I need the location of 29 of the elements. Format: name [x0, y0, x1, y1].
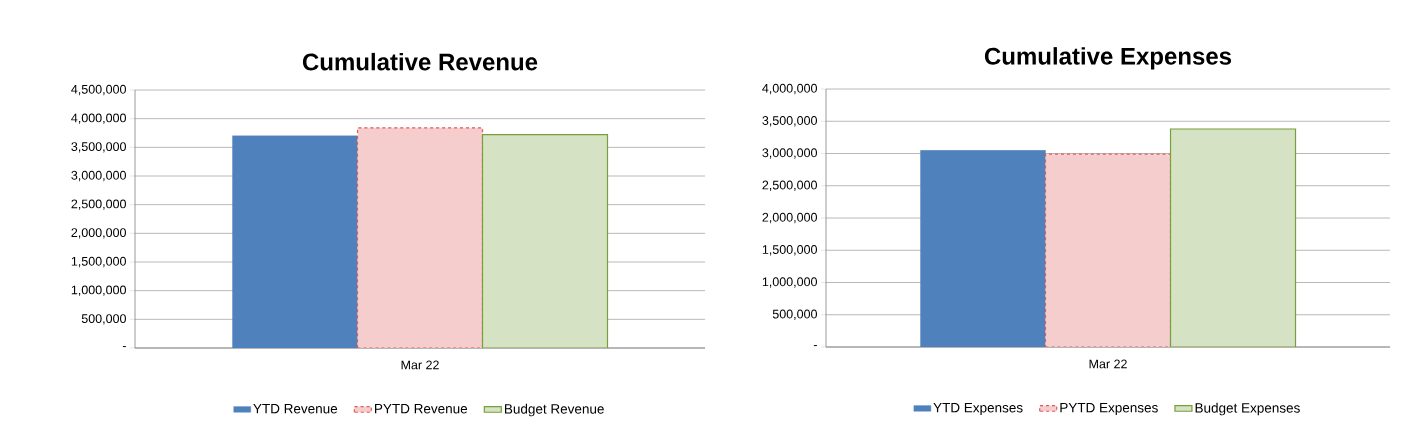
y-tick-label: 1,000,000: [762, 277, 817, 288]
y-tick-label: 3,000,000: [71, 170, 126, 182]
legend-label: Budget Expenses: [1195, 402, 1300, 416]
y-tick-label: 1,500,000: [762, 245, 817, 256]
legend-label: YTD Revenue: [253, 404, 338, 414]
y-tick-label: 3,500,000: [762, 116, 817, 127]
y-tick-label: 2,500,000: [71, 199, 126, 210]
chart-title: Cumulative Revenue: [302, 52, 538, 71]
y-tick-label: 3,500,000: [71, 142, 126, 153]
legend-label: Budget Revenue: [505, 403, 604, 417]
legend-label: PYTD Revenue: [375, 404, 468, 414]
y-tick-label: 1,500,000: [71, 256, 126, 268]
y-tick-label: 2,000,000: [762, 212, 817, 224]
y-tick-label: 3,000,000: [762, 148, 817, 159]
x-tick-label: Mar 22: [1089, 359, 1127, 369]
legend-label: YTD Expenses: [933, 403, 1023, 416]
y-tick-label: 4,500,000: [71, 84, 126, 96]
y-tick-label: 2,000,000: [71, 228, 126, 239]
y-tick-label: -: [813, 345, 817, 347]
y-tick-label: 1,000,000: [71, 285, 126, 296]
chart-title: Cumulative Expenses: [984, 47, 1232, 70]
y-tick-label: 500,000: [772, 309, 817, 320]
y-tick-label: 500,000: [81, 314, 126, 325]
y-tick-label: 4,000,000: [762, 83, 817, 95]
y-tick-label: -: [122, 346, 126, 348]
legend-label: PYTD Expenses: [1060, 403, 1158, 416]
y-tick-label: 4,000,000: [71, 113, 126, 124]
y-tick-label: 2,500,000: [762, 180, 817, 191]
x-tick-label: Mar 22: [401, 360, 439, 370]
